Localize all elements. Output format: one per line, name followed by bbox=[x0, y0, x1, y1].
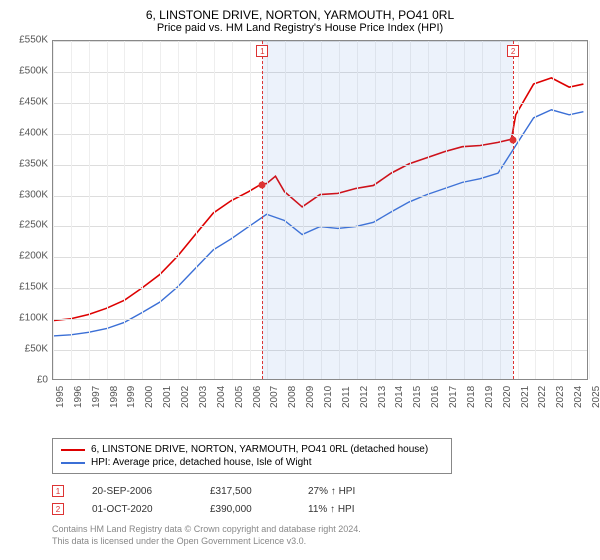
x-axis-label: 2011 bbox=[341, 386, 347, 408]
x-axis-label: 2025 bbox=[591, 386, 597, 408]
x-axis-label: 2017 bbox=[448, 386, 454, 408]
legend-label: HPI: Average price, detached house, Isle… bbox=[91, 457, 312, 468]
sale-row: 1 20-SEP-2006 £317,500 27% ↑ HPI bbox=[52, 482, 590, 500]
y-axis-label: £550K bbox=[8, 35, 48, 46]
y-axis-label: £100K bbox=[8, 313, 48, 324]
sale-date: 20-SEP-2006 bbox=[92, 486, 182, 497]
y-axis-label: £0 bbox=[8, 375, 48, 386]
x-axis-label: 2009 bbox=[305, 386, 311, 408]
x-axis-label: 2007 bbox=[269, 386, 275, 408]
x-axis-label: 1995 bbox=[55, 386, 61, 408]
x-axis-label: 2010 bbox=[323, 386, 329, 408]
sale-index-box: 2 bbox=[52, 503, 64, 515]
x-axis-label: 2004 bbox=[216, 386, 222, 408]
y-axis-label: £50K bbox=[8, 344, 48, 355]
x-axis-label: 2023 bbox=[555, 386, 561, 408]
x-axis-label: 1999 bbox=[126, 386, 132, 408]
legend-item: HPI: Average price, detached house, Isle… bbox=[61, 456, 443, 469]
legend-swatch bbox=[61, 449, 85, 451]
x-axis-label: 2005 bbox=[234, 386, 240, 408]
sale-delta: 11% ↑ HPI bbox=[308, 504, 355, 515]
y-axis-label: £250K bbox=[8, 220, 48, 231]
x-axis-label: 2019 bbox=[484, 386, 490, 408]
x-axis-label: 1997 bbox=[91, 386, 97, 408]
x-axis-label: 2012 bbox=[359, 386, 365, 408]
sale-index-box: 1 bbox=[52, 485, 64, 497]
x-axis-label: 2006 bbox=[252, 386, 258, 408]
legend: 6, LINSTONE DRIVE, NORTON, YARMOUTH, PO4… bbox=[52, 438, 452, 474]
sale-marker-line bbox=[262, 41, 263, 379]
x-axis-label: 2001 bbox=[162, 386, 168, 408]
legend-item: 6, LINSTONE DRIVE, NORTON, YARMOUTH, PO4… bbox=[61, 443, 443, 456]
chart-subtitle: Price paid vs. HM Land Registry's House … bbox=[10, 22, 590, 34]
x-axis-label: 2022 bbox=[537, 386, 543, 408]
x-axis-label: 1996 bbox=[73, 386, 79, 408]
footer-line-1: Contains HM Land Registry data © Crown c… bbox=[52, 524, 590, 536]
footer-attribution: Contains HM Land Registry data © Crown c… bbox=[52, 524, 590, 547]
sale-dot bbox=[259, 181, 266, 188]
x-axis-label: 2013 bbox=[377, 386, 383, 408]
sales-table: 1 20-SEP-2006 £317,500 27% ↑ HPI 2 01-OCT-202… bbox=[52, 482, 590, 518]
sale-row: 2 01-OCT-2020 £390,000 11% ↑ HPI bbox=[52, 500, 590, 518]
y-axis-label: £350K bbox=[8, 158, 48, 169]
sale-price: £390,000 bbox=[210, 504, 280, 515]
y-axis-label: £300K bbox=[8, 189, 48, 200]
y-axis-label: £400K bbox=[8, 127, 48, 138]
x-axis-label: 2008 bbox=[287, 386, 293, 408]
x-axis-label: 2003 bbox=[198, 386, 204, 408]
y-axis-label: £450K bbox=[8, 96, 48, 107]
sale-dot bbox=[510, 136, 517, 143]
chart-area: 12 £0£50K£100K£150K£200K£250K£300K£350K£… bbox=[10, 40, 590, 410]
sale-delta: 27% ↑ HPI bbox=[308, 486, 355, 497]
sale-date: 01-OCT-2020 bbox=[92, 504, 182, 515]
x-axis-label: 2020 bbox=[502, 386, 508, 408]
sale-price: £317,500 bbox=[210, 486, 280, 497]
y-axis-label: £150K bbox=[8, 282, 48, 293]
x-axis-label: 2018 bbox=[466, 386, 472, 408]
y-axis-label: £200K bbox=[8, 251, 48, 262]
highlight-band bbox=[262, 41, 513, 379]
x-axis-label: 1998 bbox=[109, 386, 115, 408]
sale-marker-line bbox=[513, 41, 514, 379]
x-axis-label: 2000 bbox=[144, 386, 150, 408]
legend-label: 6, LINSTONE DRIVE, NORTON, YARMOUTH, PO4… bbox=[91, 444, 428, 455]
x-axis-label: 2024 bbox=[573, 386, 579, 408]
legend-swatch bbox=[61, 462, 85, 464]
x-axis-label: 2014 bbox=[394, 386, 400, 408]
footer-line-2: This data is licensed under the Open Gov… bbox=[52, 536, 590, 548]
y-axis-label: £500K bbox=[8, 65, 48, 76]
x-axis-label: 2021 bbox=[520, 386, 526, 408]
x-axis-label: 2015 bbox=[412, 386, 418, 408]
x-axis-label: 2016 bbox=[430, 386, 436, 408]
sale-marker-index: 2 bbox=[507, 45, 519, 57]
plot-region: 12 bbox=[52, 40, 588, 380]
x-axis-label: 2002 bbox=[180, 386, 186, 408]
sale-marker-index: 1 bbox=[256, 45, 268, 57]
chart-title: 6, LINSTONE DRIVE, NORTON, YARMOUTH, PO4… bbox=[10, 8, 590, 22]
